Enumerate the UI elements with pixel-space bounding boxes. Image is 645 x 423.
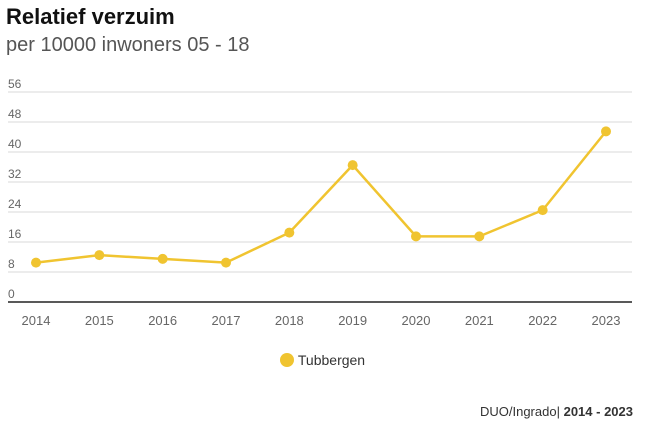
legend-swatch bbox=[279, 353, 294, 367]
chart-subtitle: per 10000 inwoners 05 - 18 bbox=[6, 34, 250, 56]
legend: Tubbergen bbox=[0, 352, 645, 368]
y-tick-label: 8 bbox=[8, 257, 15, 271]
footer-separator: | bbox=[556, 404, 560, 419]
x-tick-label: 2020 bbox=[402, 313, 431, 328]
legend-label: Tubbergen bbox=[297, 352, 366, 368]
data-point bbox=[221, 257, 231, 268]
y-tick-label: 40 bbox=[8, 137, 22, 151]
period-text: 2014 - 2023 bbox=[563, 404, 633, 419]
data-point bbox=[474, 231, 485, 242]
data-point bbox=[94, 250, 105, 261]
y-tick-label: 24 bbox=[8, 197, 22, 211]
x-tick-label: 2023 bbox=[592, 313, 621, 328]
x-tick-label: 2021 bbox=[465, 313, 494, 328]
chart-title: Relatief verzuim bbox=[6, 4, 175, 29]
data-point bbox=[537, 205, 548, 216]
x-tick-label: 2016 bbox=[148, 313, 177, 328]
y-tick-label: 32 bbox=[8, 167, 22, 181]
x-tick-label: 2015 bbox=[85, 313, 114, 328]
x-tick-label: 2014 bbox=[22, 313, 51, 328]
x-tick-label: 2022 bbox=[528, 313, 557, 328]
source-footer: DUO/Ingrado| 2014 - 2023 bbox=[480, 404, 633, 419]
data-point bbox=[31, 257, 41, 268]
y-tick-label: 48 bbox=[8, 107, 22, 121]
data-point bbox=[157, 253, 168, 264]
x-tick-label: 2017 bbox=[212, 313, 241, 328]
data-point bbox=[284, 227, 295, 238]
y-tick-label: 16 bbox=[8, 227, 22, 241]
y-tick-label: 0 bbox=[8, 287, 15, 301]
source-text: DUO/Ingrado bbox=[479, 404, 557, 419]
x-tick-label: 2018 bbox=[275, 313, 304, 328]
x-tick-label: 2019 bbox=[338, 313, 367, 328]
data-point bbox=[601, 126, 611, 137]
data-point bbox=[411, 231, 421, 242]
series-line bbox=[35, 130, 607, 264]
line-chart: 0 8 16 24 32 40 48 56 2014 2015 2016 2017 2018 2019 20… bbox=[8, 77, 632, 328]
data-point bbox=[347, 160, 358, 171]
y-tick-label: 56 bbox=[8, 77, 22, 91]
